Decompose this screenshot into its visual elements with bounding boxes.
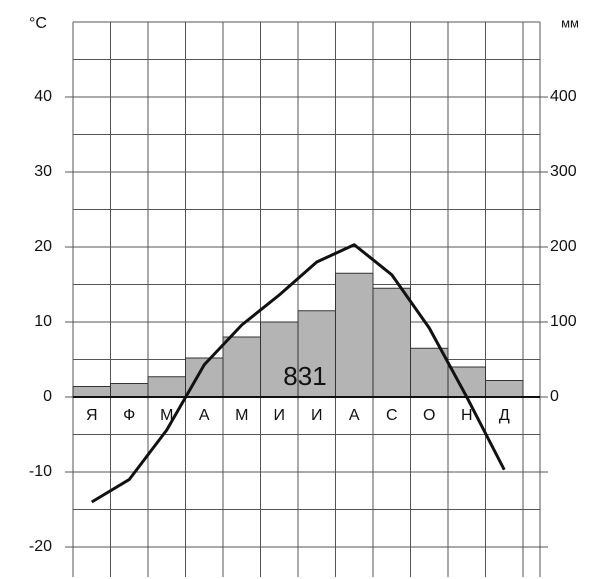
y-tick-label: 0 [43,388,52,405]
x-tick-label: М [235,407,248,424]
month-box [378,404,405,426]
bar [335,272,374,398]
y-tick-label: 40 [34,88,52,105]
bar [72,386,111,398]
x-tick-label: А [349,407,360,424]
bar [372,287,411,398]
month-box [491,404,518,426]
y-tick-label: -10 [29,463,52,480]
annotation: 831 [283,361,326,391]
y-tick-label: -20 [29,538,52,555]
bar [222,336,261,398]
y-unit: °C [29,15,47,32]
y-tick-label: 20 [34,238,52,255]
x-tick-label: Ф [123,407,135,424]
bar [110,383,149,398]
x-tick-label: Д [499,407,510,424]
y2-tick-label: 0 [550,388,559,405]
bar [260,321,299,398]
month-box [341,404,368,426]
y-tick-label: 10 [34,313,52,330]
y2-tick-label: 300 [550,163,577,180]
month-box [78,404,105,426]
month-box [416,404,443,426]
bar [485,380,524,398]
x-tick-label: Я [86,407,98,424]
y-tick-label: 30 [34,163,52,180]
month-box [228,404,255,426]
y2-unit: мм [561,15,579,30]
x-tick-label: О [423,407,435,424]
y2-tick-label: 400 [550,88,577,105]
temperature-line [90,243,506,504]
bar [147,376,186,398]
x-tick-label: И [311,407,323,424]
y2-tick-label: 100 [550,313,577,330]
month-box [266,404,293,426]
month-box [303,404,330,426]
x-tick-label: Н [461,407,473,424]
x-tick-label: А [199,407,210,424]
x-tick-label: М [160,407,173,424]
x-tick-label: И [274,407,286,424]
x-tick-label: С [386,407,398,424]
y2-tick-label: 200 [550,238,577,255]
bar [410,347,449,398]
month-box [116,404,143,426]
month-box [191,404,218,426]
